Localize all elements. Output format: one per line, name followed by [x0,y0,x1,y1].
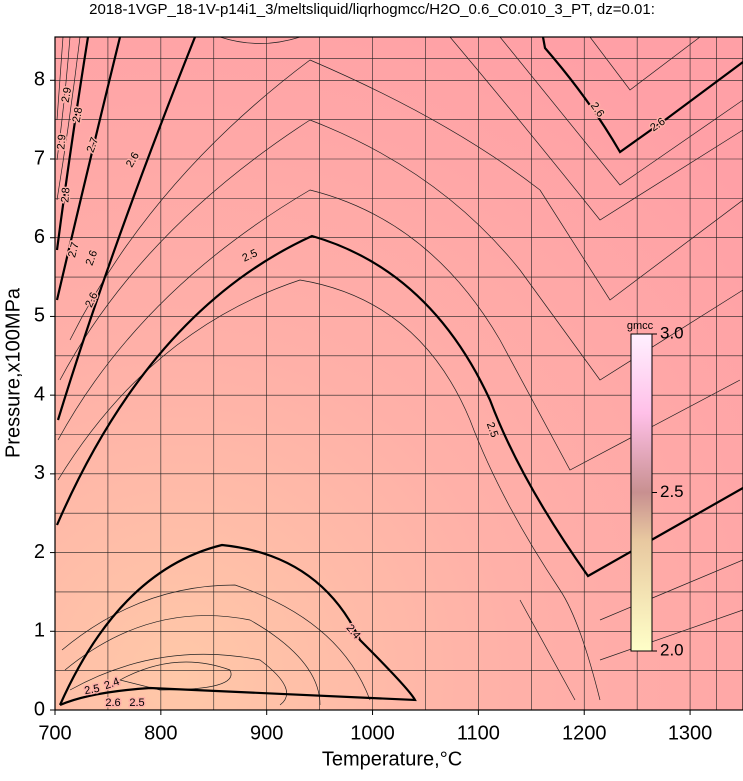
plot-frame [54,36,743,711]
contour-line [69,653,288,706]
contour-line [57,189,741,471]
contour-label: 2.9 [55,134,68,150]
y-tick-label: 7 [34,147,45,169]
contour-line-bold [55,234,743,578]
colorbar-tick-label: 3.0 [660,323,684,342]
contour-label: 2.9 [60,86,74,103]
contour-label: 2.5 [83,683,100,697]
contour-line [219,37,301,44]
y-tick-label: 8 [34,69,45,91]
y-tick-label: 3 [34,462,45,484]
contour-line [57,279,601,701]
x-axis-label: Temperature,°C [322,748,462,770]
x-tick-label: 800 [144,722,177,744]
contour-label: 2.5 [129,697,144,709]
y-axis-label: Pressure,x100MPa [2,287,24,458]
y-tick-label: 0 [34,698,45,720]
contour-line [59,119,743,381]
contour-label: 2.6 [84,249,101,267]
x-tick-label: 1200 [562,722,607,744]
y-tick-label: 2 [34,541,45,563]
contour-line [56,37,81,201]
contour-line-bold [55,37,90,251]
contour-line-bold [541,37,743,154]
plot-background [55,37,743,710]
y-tick-label: 4 [34,383,45,405]
contour-label: 2.8 [59,187,72,203]
contour-line [69,59,743,341]
colorbar-label: gmcc [627,320,654,332]
contour-line [499,37,743,186]
contour-line-bold [58,543,417,707]
contour-label: 2.7 [85,136,102,154]
contour-line [519,559,743,701]
x-tick-label: 1000 [350,722,395,744]
contour-label: 2.5 [240,247,259,264]
contour-line [589,37,701,91]
x-tick-label: 1300 [668,722,713,744]
contour-line-bold [56,37,197,421]
y-tick-label: 5 [34,305,45,327]
colorbar [630,333,653,652]
contour-label: 2.7 [66,241,82,259]
y-tick-label: 1 [34,620,45,642]
contour-line [61,584,371,701]
x-tick-label: 700 [38,722,71,744]
contour-line [449,37,743,221]
colorbar-tick-label: 2.5 [660,482,684,501]
y-tick-label: 6 [34,226,45,248]
contours [55,37,743,707]
x-tick-label: 1100 [457,722,500,744]
colorbar-tick-label: 2.0 [660,640,684,659]
contour-line [64,615,321,706]
contour-label: 2.8 [71,106,85,123]
contour-label: 2.6 [105,697,120,709]
chart-title: 2018-1VGP_18-1V-p14i1_3/meltsliquid/liqr… [89,1,655,18]
contour-line-bold [55,37,122,301]
x-tick-label: 900 [250,722,283,744]
